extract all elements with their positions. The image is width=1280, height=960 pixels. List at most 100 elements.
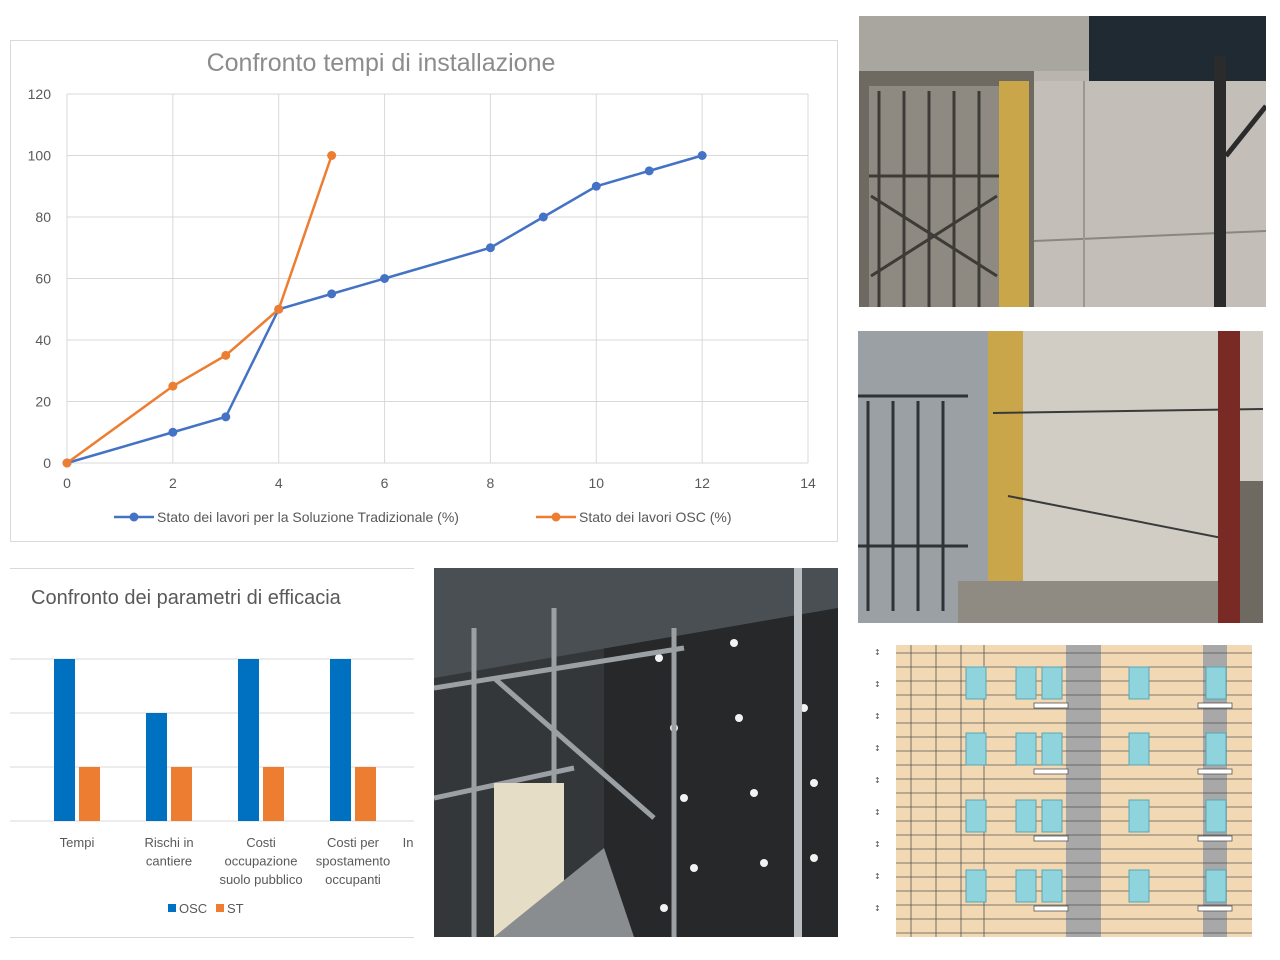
bar-st [79, 767, 100, 821]
x-tick-label: 8 [487, 475, 495, 491]
photo-scaffold-insulation [434, 568, 838, 937]
facade-window [1128, 799, 1150, 833]
y-tick-label: 100 [28, 148, 52, 164]
legend-swatch-st [216, 904, 224, 912]
facade-window [1015, 799, 1037, 833]
x-tick-label: 0 [63, 475, 71, 491]
facade-window [965, 666, 987, 700]
photo-scaffold-image [434, 568, 838, 937]
line-chart-panel: Confronto tempi di installazione 0 20 40 60 8… [10, 40, 838, 542]
legend-marker-2 [551, 512, 561, 522]
chart-title: Confronto tempi di installazione [207, 49, 556, 77]
facade-drawing-image: ↕ ↕ ↕ ↕ ↕ ↕ ↕ ↕ ↕ [874, 645, 1252, 937]
line-chart: Confronto tempi di installazione02040608… [28, 49, 816, 525]
bar-osc [238, 659, 259, 821]
series-point-1 [221, 412, 231, 422]
dimension-mark: ↕ [874, 840, 881, 849]
bar-chart: Confronto dei parametri di efficacia Temp… [10, 568, 414, 938]
dimension-mark: ↕ [874, 648, 881, 657]
dimension-mark: ↕ [874, 776, 881, 785]
facade-window [1205, 732, 1227, 766]
dimension-mark: ↕ [874, 808, 881, 817]
series-point-1 [644, 166, 654, 176]
legend-label-2: Stato dei lavori OSC (%) [579, 509, 732, 525]
category-label: Rischi in cantiere [144, 835, 193, 869]
series-point-1 [591, 181, 601, 191]
bar-st [263, 767, 284, 821]
series-point-2 [274, 304, 284, 314]
facade-balcony [1033, 835, 1069, 842]
dimension-mark: ↕ [874, 904, 881, 913]
x-tick-label: 10 [588, 475, 604, 491]
facade-elevation-drawing: ↕ ↕ ↕ ↕ ↕ ↕ ↕ ↕ ↕ [866, 645, 1252, 937]
facade-window [1015, 869, 1037, 903]
facade-column [1066, 645, 1101, 937]
facade-balcony [1033, 768, 1069, 775]
facade-window [1128, 869, 1150, 903]
photo-window-image [859, 16, 1266, 307]
facade-window [965, 869, 987, 903]
series-point-1 [168, 427, 178, 437]
legend-swatch-osc [168, 904, 176, 912]
y-tick-label: 120 [28, 86, 52, 102]
bar-chart-panel: Confronto dei parametri di efficacia Temp… [10, 568, 414, 938]
facade-balcony [1197, 768, 1233, 775]
facade-window [1128, 666, 1150, 700]
legend-label-osc: OSC [179, 901, 207, 916]
series-point-1 [380, 274, 390, 283]
legend-label-st: ST [227, 901, 244, 916]
facade-balcony [1197, 835, 1233, 842]
category-label: Tempi [60, 835, 95, 850]
facade-window [1205, 799, 1227, 833]
bar-osc [54, 659, 75, 821]
y-tick-label: 40 [35, 332, 51, 348]
legend-label-1: Stato dei lavori per la Soluzione Tradiz… [157, 509, 459, 525]
dimension-mark: ↕ [874, 744, 881, 753]
y-tick-label: 80 [35, 209, 51, 225]
series-point-1 [485, 243, 495, 253]
facade-window [1041, 666, 1063, 700]
series-point-1 [697, 151, 707, 160]
facade-window [1015, 666, 1037, 700]
y-tick-label: 60 [35, 271, 51, 287]
facade-window [965, 799, 987, 833]
facade-window [1041, 799, 1063, 833]
series-line-2 [66, 155, 333, 465]
dimension-mark: ↕ [874, 872, 881, 881]
facade-window [1205, 869, 1227, 903]
dimension-mark: ↕ [874, 712, 881, 721]
y-tick-label: 20 [35, 394, 51, 410]
category-label: Costi occupazione suolo pubblico [219, 835, 302, 887]
facade-balcony [1197, 905, 1233, 912]
series-point-2 [327, 151, 337, 160]
x-tick-label: 6 [381, 475, 389, 491]
facade-window [1205, 666, 1227, 700]
facade-window [1128, 732, 1150, 766]
photo-window-panels [859, 16, 1266, 307]
series-point-1 [327, 289, 337, 299]
facade-balcony [1033, 905, 1069, 912]
chart-title: Confronto dei parametri di efficacia [31, 587, 342, 609]
facade-window [1041, 732, 1063, 766]
facade-window [1015, 732, 1037, 766]
series-point-2 [168, 381, 178, 391]
series-point-1 [538, 212, 548, 222]
bar-osc [330, 659, 351, 821]
facade-window [1041, 869, 1063, 903]
bar-st [355, 767, 376, 821]
x-tick-label: 12 [694, 475, 710, 491]
y-tick-label: 0 [43, 455, 51, 471]
series-point-2 [62, 458, 72, 468]
x-tick-label: 4 [275, 475, 283, 491]
facade-balcony [1033, 702, 1069, 709]
legend-marker-1 [129, 512, 139, 522]
category-label: In [403, 835, 414, 850]
series-point-2 [221, 350, 231, 360]
category-label: Costi per spostamento occupanti [316, 835, 390, 887]
x-tick-label: 14 [800, 475, 816, 491]
facade-balcony [1197, 702, 1233, 709]
photo-balcony-panels [858, 331, 1263, 623]
dimension-mark: ↕ [874, 680, 881, 689]
bar-osc [146, 713, 167, 821]
bar-st [171, 767, 192, 821]
